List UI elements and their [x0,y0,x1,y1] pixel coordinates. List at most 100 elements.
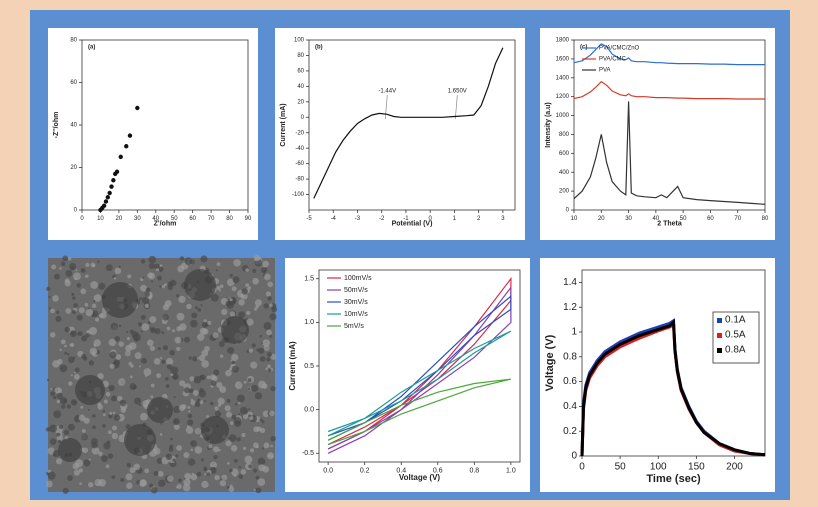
y-tick-label: 1200 [556,94,570,100]
grain [67,423,75,431]
grain [132,385,137,390]
grain [206,472,211,476]
grain [109,351,117,359]
grain [128,361,133,366]
grain [212,446,220,453]
grain [215,269,218,272]
y-tick-label: 0 [74,208,78,214]
grain [216,262,221,266]
y-tick-label: 0 [566,208,570,214]
grain [147,321,151,324]
grain [189,376,195,382]
grain [217,397,225,405]
grain [186,303,192,310]
grain [179,256,185,261]
grain [214,410,222,418]
grain [84,302,89,307]
grain [60,339,66,345]
grain [209,401,214,406]
grain [173,405,181,414]
grain [73,373,80,380]
point [124,144,129,149]
grain [204,345,210,352]
grain [47,471,56,480]
grain [265,367,269,371]
grain [166,326,171,331]
grain [159,433,163,436]
legend-label: 0.5A [725,330,746,341]
grain [150,327,157,334]
grain [72,462,80,470]
tem-texture [45,254,278,494]
grain [151,487,158,494]
grain [160,422,163,425]
grain [78,307,85,314]
legend-label: PVA [599,68,611,74]
x-tick-label: 100 [650,462,667,473]
grain [85,308,94,317]
grain [226,486,230,489]
particle [75,375,105,405]
grain [171,353,174,356]
grain [70,343,75,347]
grain [50,388,53,391]
grain [76,414,79,418]
grain [145,287,151,293]
particle [201,416,229,444]
grain [80,288,87,295]
grain [252,277,259,285]
grain [89,347,98,356]
particle [102,282,138,318]
x-tick-label: 20 [598,216,605,222]
grain [251,384,259,392]
x-tick-label: 0.6 [433,468,443,475]
particle [147,397,173,423]
grain [143,368,152,376]
grain [194,306,198,310]
grain [267,296,272,301]
grain [73,303,78,308]
y-tick-label: 400 [559,170,570,176]
grain [258,464,266,472]
grain [270,435,276,442]
grain [256,426,262,432]
grain [105,392,111,397]
grain [50,391,55,397]
grain [157,347,161,351]
grain [229,367,232,371]
grain [176,312,185,321]
grain [148,263,155,270]
grain [78,414,86,422]
grain [68,381,73,386]
grain [187,405,191,409]
grain [229,273,233,278]
point [127,133,133,138]
annotation: 1.650V [448,89,467,95]
x-axis-label: Z'/ohm [154,221,177,228]
grain [197,308,202,312]
x-tick-label: 0.0 [323,468,333,475]
panel [48,28,258,240]
grain [201,480,209,489]
grain [206,375,211,380]
point [118,154,123,160]
grain [261,420,265,424]
grain [190,473,198,481]
grain [49,424,58,433]
grain [257,478,266,487]
y-axis-label: Intensity (a.u) [545,102,552,148]
grain [250,361,258,369]
grain [232,276,240,284]
grain [157,275,163,281]
grain [53,273,60,280]
grain [84,274,89,279]
point [101,203,107,208]
grain [140,284,148,292]
grain [114,267,122,275]
grain [230,444,238,452]
y-tick-label: 1000 [556,113,570,119]
grain [112,411,116,415]
grain [245,283,250,288]
point [135,105,140,111]
grain [129,467,136,474]
